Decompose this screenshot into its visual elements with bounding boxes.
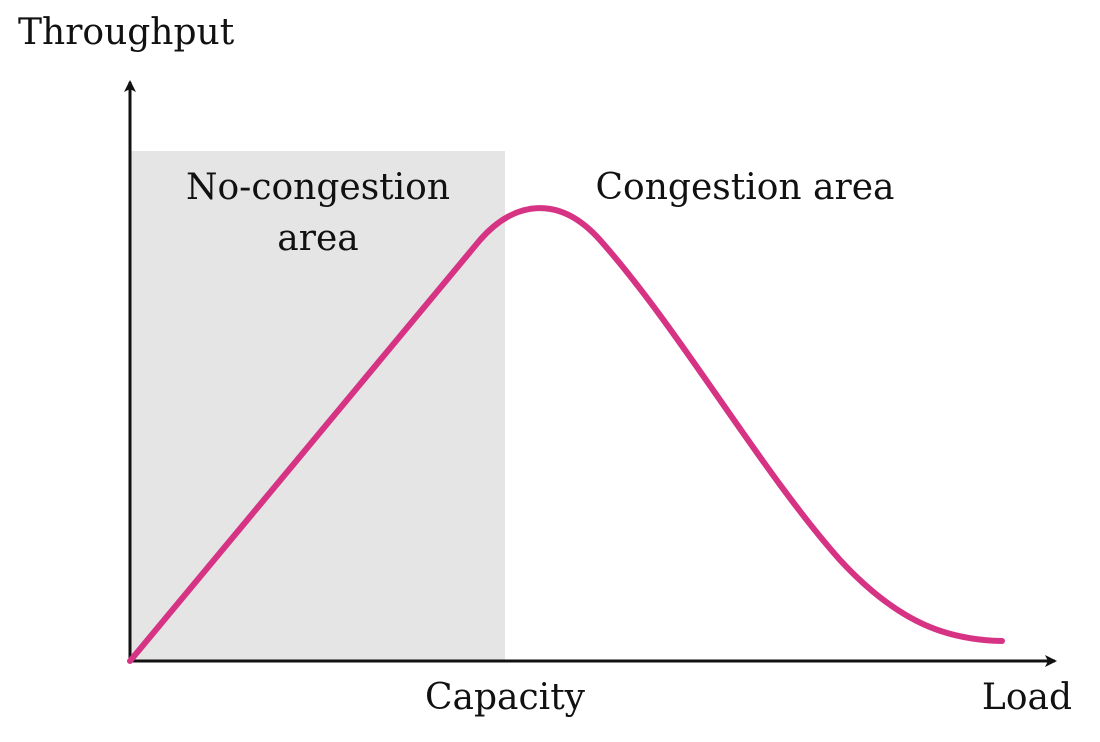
x-axis-label: Load (982, 677, 1072, 718)
no-congestion-label-line2: area (277, 218, 358, 259)
throughput-curve (127, 205, 1005, 664)
no-congestion-region (130, 151, 505, 661)
no-congestion-label-line1: No-congestion (186, 167, 450, 208)
capacity-label: Capacity (425, 677, 586, 718)
y-axis-label: Throughput (18, 12, 235, 53)
congestion-area-label: Congestion area (596, 167, 895, 208)
